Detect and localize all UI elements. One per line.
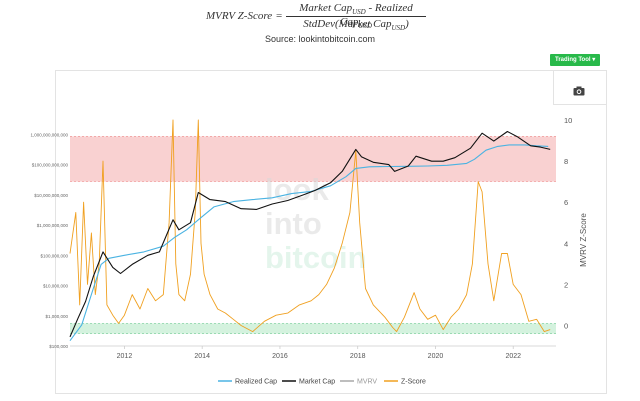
legend-item-label: MVRV (357, 379, 377, 386)
chart-card (55, 70, 607, 394)
x-tick-label: 2018 (350, 353, 366, 360)
y-right-tick-label: 8 (564, 157, 568, 166)
watermark-line-3: bitcoin (265, 240, 367, 275)
series-market-cap (69, 130, 551, 338)
y-left-tick-label: $10,000,000 (43, 284, 69, 289)
camera-icon[interactable] (573, 86, 585, 96)
right-axis-label: MVRV Z-Score (579, 213, 588, 267)
series-z-score (69, 119, 551, 333)
legend-item-label: Market Cap (299, 379, 335, 386)
y-left-tick-label: $100,000,000,000 (32, 163, 69, 168)
y-right-tick-label: 6 (564, 198, 568, 207)
x-tick-label: 2020 (428, 353, 444, 360)
y-left-tick-label: $100,000 (49, 344, 68, 349)
x-tick-label: 2022 (505, 353, 521, 360)
x-tick-label: 2014 (194, 353, 210, 360)
trading-tool-button[interactable]: Trading Tool ▾ (550, 54, 601, 66)
y-right-tick-label: 0 (564, 321, 568, 330)
watermark: look into bitcoin (265, 172, 367, 275)
band-bottom (70, 323, 556, 334)
y-left-tick-label: $1,000,000 (45, 314, 68, 319)
source-text: Source: lookintobitcoin.com (264, 34, 376, 44)
y-right-tick-label: 10 (564, 116, 572, 125)
legend-item-label: Z-Score (401, 379, 426, 386)
chart-axes: 2012 2014 2016 2018 2020 2022 $100,000 $1,000,0… (30, 116, 572, 360)
formula-equals: = (276, 10, 283, 22)
y-left-tick-label: $10,000,000,000 (34, 193, 68, 198)
legend-item-label: Realized Cap (235, 379, 277, 386)
formula-numerator: Market CapUSD - Realized CapUSD (299, 2, 413, 31)
y-left-tick-label: 1,000,000,000,000 (30, 132, 68, 137)
formula-lhs: MVRV Z-Score (206, 10, 273, 22)
formula-denominator: StdDev(Market CapUSD) (303, 18, 409, 33)
mvrv-formula: MVRV Z-Score = Market CapUSD - Realized … (0, 2, 640, 32)
chart-legend: Realized Cap Market Cap MVRV Z-Score (218, 379, 426, 386)
watermark-line-2: into (265, 206, 322, 241)
watermark-line-1: look (265, 172, 329, 207)
y-right-tick-label: 4 (564, 239, 568, 248)
y-left-tick-label: $1,000,000,000 (37, 223, 69, 228)
chart-series (69, 119, 551, 342)
y-right-tick-label: 2 (564, 280, 568, 289)
x-tick-label: 2012 (117, 353, 133, 360)
formula-fraction-bar (286, 16, 426, 17)
toolbar-cell (553, 70, 606, 105)
x-tick-label: 2016 (272, 353, 288, 360)
y-left-tick-label: $100,000,000 (40, 253, 68, 258)
